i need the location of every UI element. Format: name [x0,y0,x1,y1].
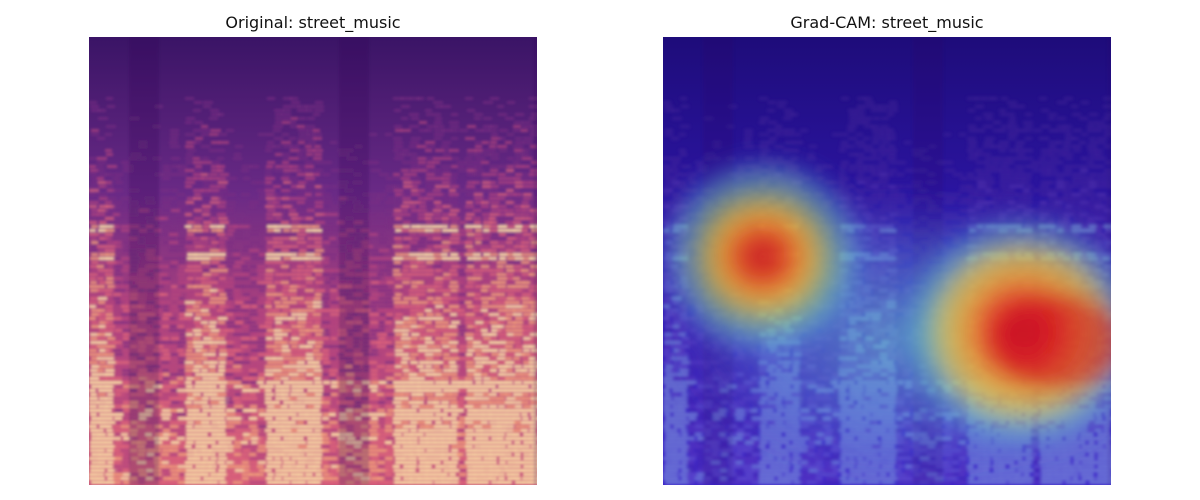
gradcam-canvas [663,37,1111,485]
spectrogram-canvas [89,37,537,485]
heatmap-hotspot-left [663,152,873,362]
gradcam-overlay-image [663,37,1111,485]
original-spectrogram-image [89,37,537,485]
original-panel-title: Original: street_music [225,13,401,32]
gradcam-panel-title: Grad-CAM: street_music [790,13,984,32]
heatmap-regions [663,152,1111,485]
